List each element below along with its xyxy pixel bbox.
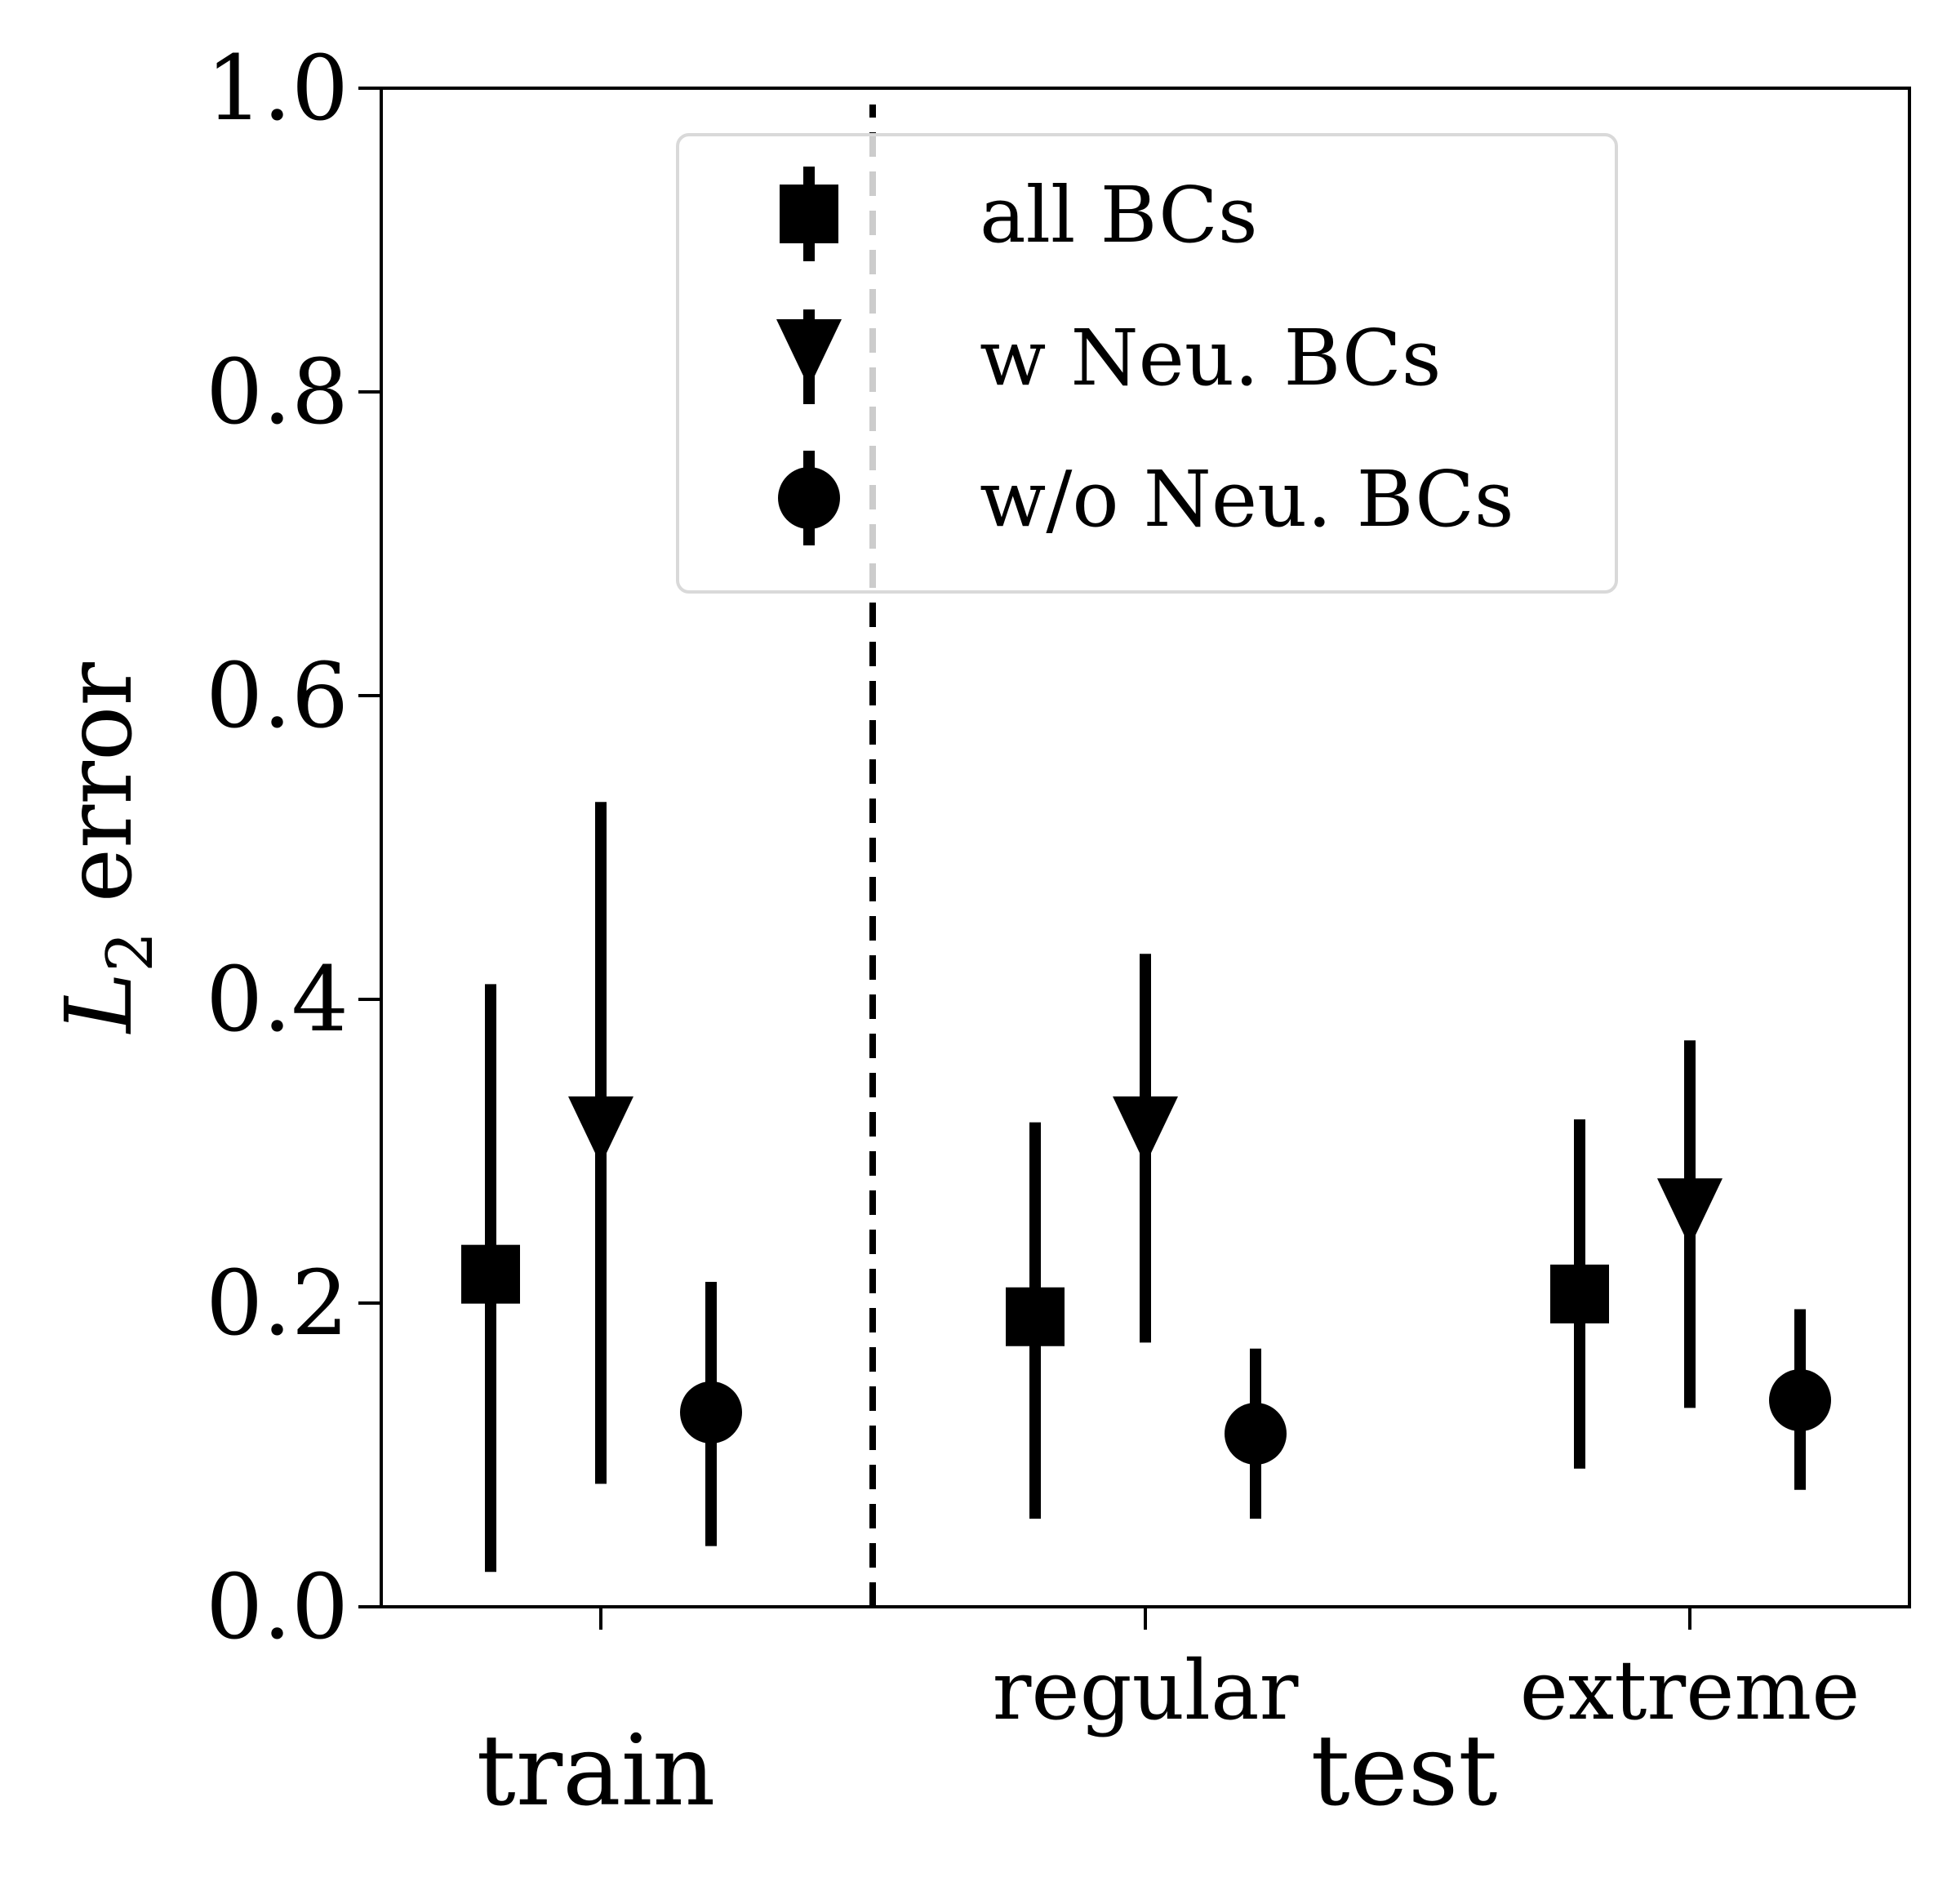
legend-box [676,133,1618,594]
y-axis: 0.0 0.2 0.4 0.6 0.8 1.0 [206,36,381,1659]
y-tick-label: 0.0 [206,1555,349,1659]
y-axis-label: L2 error [47,662,167,1034]
y-axis-label-rest: error [47,662,153,932]
legend-label-w-neu-bcs: w Neu. BCs [980,314,1441,403]
legend-marker-w-o-neu-bcs [778,467,840,529]
point-w-neu-bcs-2 [1657,1178,1723,1248]
legend-label-all-bcs: all BCs [980,171,1258,260]
y-tick-label: 0.8 [206,340,349,444]
legend-label-w-o-neu-bcs: w/o Neu. BCs [980,455,1514,545]
legend-marker-w-neu-bcs [776,319,842,388]
y-tick-label: 1.0 [206,36,349,140]
point-all-bcs-1 [1006,1287,1065,1346]
x-tick-label: regular [993,1643,1299,1738]
legend: all BCs w Neu. BCs w/o Neu. BCs [676,133,1618,594]
point-w-o-neu-bcs-0 [680,1381,742,1444]
x-axis: regular extreme [599,1607,1860,1738]
y-tick-label: 0.2 [206,1251,349,1355]
point-all-bcs-0 [461,1244,520,1304]
x-group-label-test: test [1310,1715,1497,1828]
data-marks [461,105,1831,1607]
legend-marker-all-bcs [780,185,838,243]
y-axis-label-main: L [47,972,153,1034]
y-tick-label: 0.4 [206,947,349,1052]
point-all-bcs-2 [1550,1264,1609,1323]
x-group-label-train: train [477,1715,716,1828]
y-tick-label: 0.6 [206,643,349,748]
point-w-neu-bcs-0 [568,1096,633,1165]
point-w-o-neu-bcs-2 [1769,1369,1831,1432]
x-tick-label: extreme [1520,1643,1860,1738]
point-w-o-neu-bcs-1 [1225,1402,1287,1465]
y-axis-label-subscript: 2 [94,932,167,972]
point-w-neu-bcs-1 [1113,1096,1178,1165]
